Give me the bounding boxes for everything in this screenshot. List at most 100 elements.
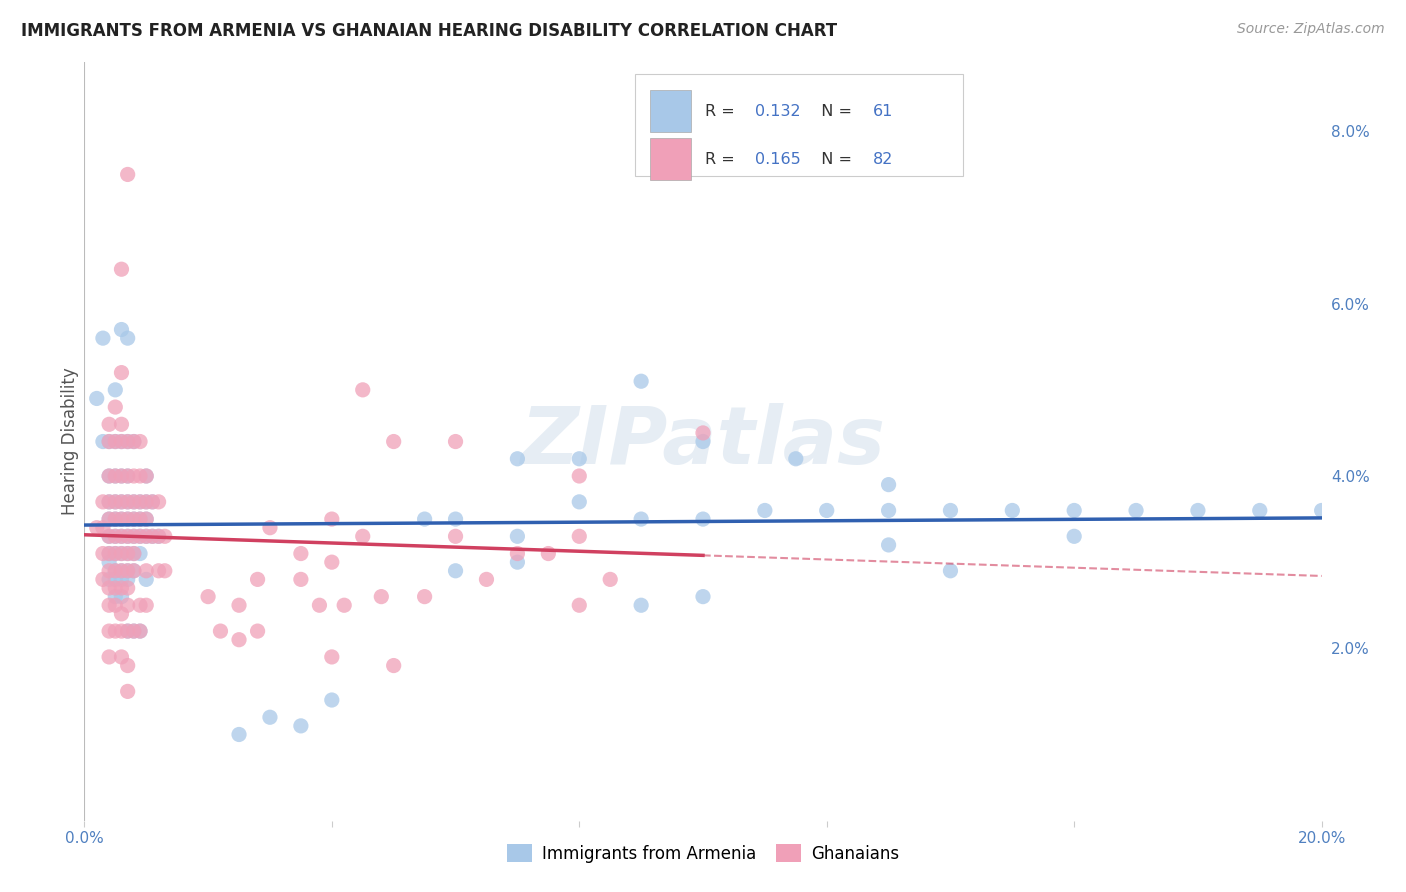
Point bbox=[98, 512, 121, 526]
Point bbox=[444, 529, 467, 543]
Point bbox=[98, 573, 121, 587]
Point bbox=[135, 529, 157, 543]
Point bbox=[939, 564, 962, 578]
Point bbox=[110, 417, 132, 432]
Text: 0.165: 0.165 bbox=[755, 152, 800, 167]
Point bbox=[98, 469, 121, 483]
Point bbox=[104, 573, 127, 587]
Point bbox=[506, 529, 529, 543]
Point bbox=[122, 624, 145, 639]
Point bbox=[321, 649, 343, 664]
Point bbox=[352, 383, 374, 397]
Point bbox=[104, 400, 127, 414]
Point bbox=[110, 366, 132, 380]
Point bbox=[1249, 503, 1271, 517]
Point bbox=[413, 512, 436, 526]
Point bbox=[141, 495, 163, 509]
Point bbox=[877, 477, 900, 491]
Point bbox=[98, 564, 121, 578]
Point bbox=[785, 451, 807, 466]
Point bbox=[370, 590, 392, 604]
Point bbox=[98, 649, 121, 664]
Point bbox=[110, 547, 132, 561]
Point bbox=[228, 727, 250, 741]
Point bbox=[122, 624, 145, 639]
Point bbox=[117, 434, 139, 449]
Point bbox=[117, 573, 139, 587]
Point bbox=[104, 529, 127, 543]
Point bbox=[104, 624, 127, 639]
Point bbox=[117, 599, 139, 613]
Point bbox=[197, 590, 219, 604]
Point bbox=[122, 564, 145, 578]
Point bbox=[141, 529, 163, 543]
Point bbox=[117, 564, 139, 578]
Point bbox=[117, 331, 139, 345]
Point bbox=[122, 434, 145, 449]
Point bbox=[141, 529, 163, 543]
Text: IMMIGRANTS FROM ARMENIA VS GHANAIAN HEARING DISABILITY CORRELATION CHART: IMMIGRANTS FROM ARMENIA VS GHANAIAN HEAR… bbox=[21, 22, 837, 40]
Point bbox=[122, 495, 145, 509]
Point bbox=[135, 469, 157, 483]
Point bbox=[104, 434, 127, 449]
Point bbox=[91, 573, 114, 587]
Point bbox=[110, 434, 132, 449]
Point bbox=[104, 590, 127, 604]
Point bbox=[98, 547, 121, 561]
Point bbox=[110, 322, 132, 336]
Point bbox=[568, 599, 591, 613]
Point bbox=[117, 495, 139, 509]
Point bbox=[110, 495, 132, 509]
Point bbox=[506, 555, 529, 569]
Point bbox=[122, 434, 145, 449]
Point bbox=[228, 632, 250, 647]
Point bbox=[110, 607, 132, 621]
FancyBboxPatch shape bbox=[636, 74, 963, 177]
Point bbox=[568, 451, 591, 466]
Point bbox=[98, 434, 121, 449]
Point bbox=[98, 512, 121, 526]
Point bbox=[98, 581, 121, 595]
Point bbox=[110, 624, 132, 639]
Point bbox=[692, 590, 714, 604]
Point bbox=[98, 599, 121, 613]
Point bbox=[630, 512, 652, 526]
Point bbox=[110, 564, 132, 578]
Point bbox=[91, 547, 114, 561]
Point bbox=[129, 599, 152, 613]
Point bbox=[444, 434, 467, 449]
Point bbox=[1125, 503, 1147, 517]
Point bbox=[877, 538, 900, 552]
Point bbox=[104, 512, 127, 526]
Point bbox=[110, 469, 132, 483]
Point bbox=[1063, 503, 1085, 517]
Point bbox=[148, 495, 170, 509]
Point bbox=[104, 599, 127, 613]
Point bbox=[568, 469, 591, 483]
Point bbox=[382, 658, 405, 673]
Point bbox=[86, 521, 108, 535]
Point bbox=[117, 658, 139, 673]
Point bbox=[129, 529, 152, 543]
Point bbox=[104, 547, 127, 561]
Point bbox=[568, 529, 591, 543]
Text: R =: R = bbox=[706, 103, 741, 119]
Point bbox=[290, 547, 312, 561]
Point bbox=[568, 495, 591, 509]
Point bbox=[692, 512, 714, 526]
Point bbox=[413, 590, 436, 604]
Point bbox=[321, 512, 343, 526]
Point bbox=[98, 417, 121, 432]
Point bbox=[135, 573, 157, 587]
Legend: Immigrants from Armenia, Ghanaians: Immigrants from Armenia, Ghanaians bbox=[501, 838, 905, 869]
Point bbox=[148, 564, 170, 578]
Text: Source: ZipAtlas.com: Source: ZipAtlas.com bbox=[1237, 22, 1385, 37]
Point bbox=[110, 547, 132, 561]
Point bbox=[117, 434, 139, 449]
Point bbox=[104, 469, 127, 483]
Point bbox=[117, 547, 139, 561]
Text: 0.132: 0.132 bbox=[755, 103, 800, 119]
Point bbox=[444, 564, 467, 578]
Point bbox=[117, 529, 139, 543]
Point bbox=[104, 512, 127, 526]
